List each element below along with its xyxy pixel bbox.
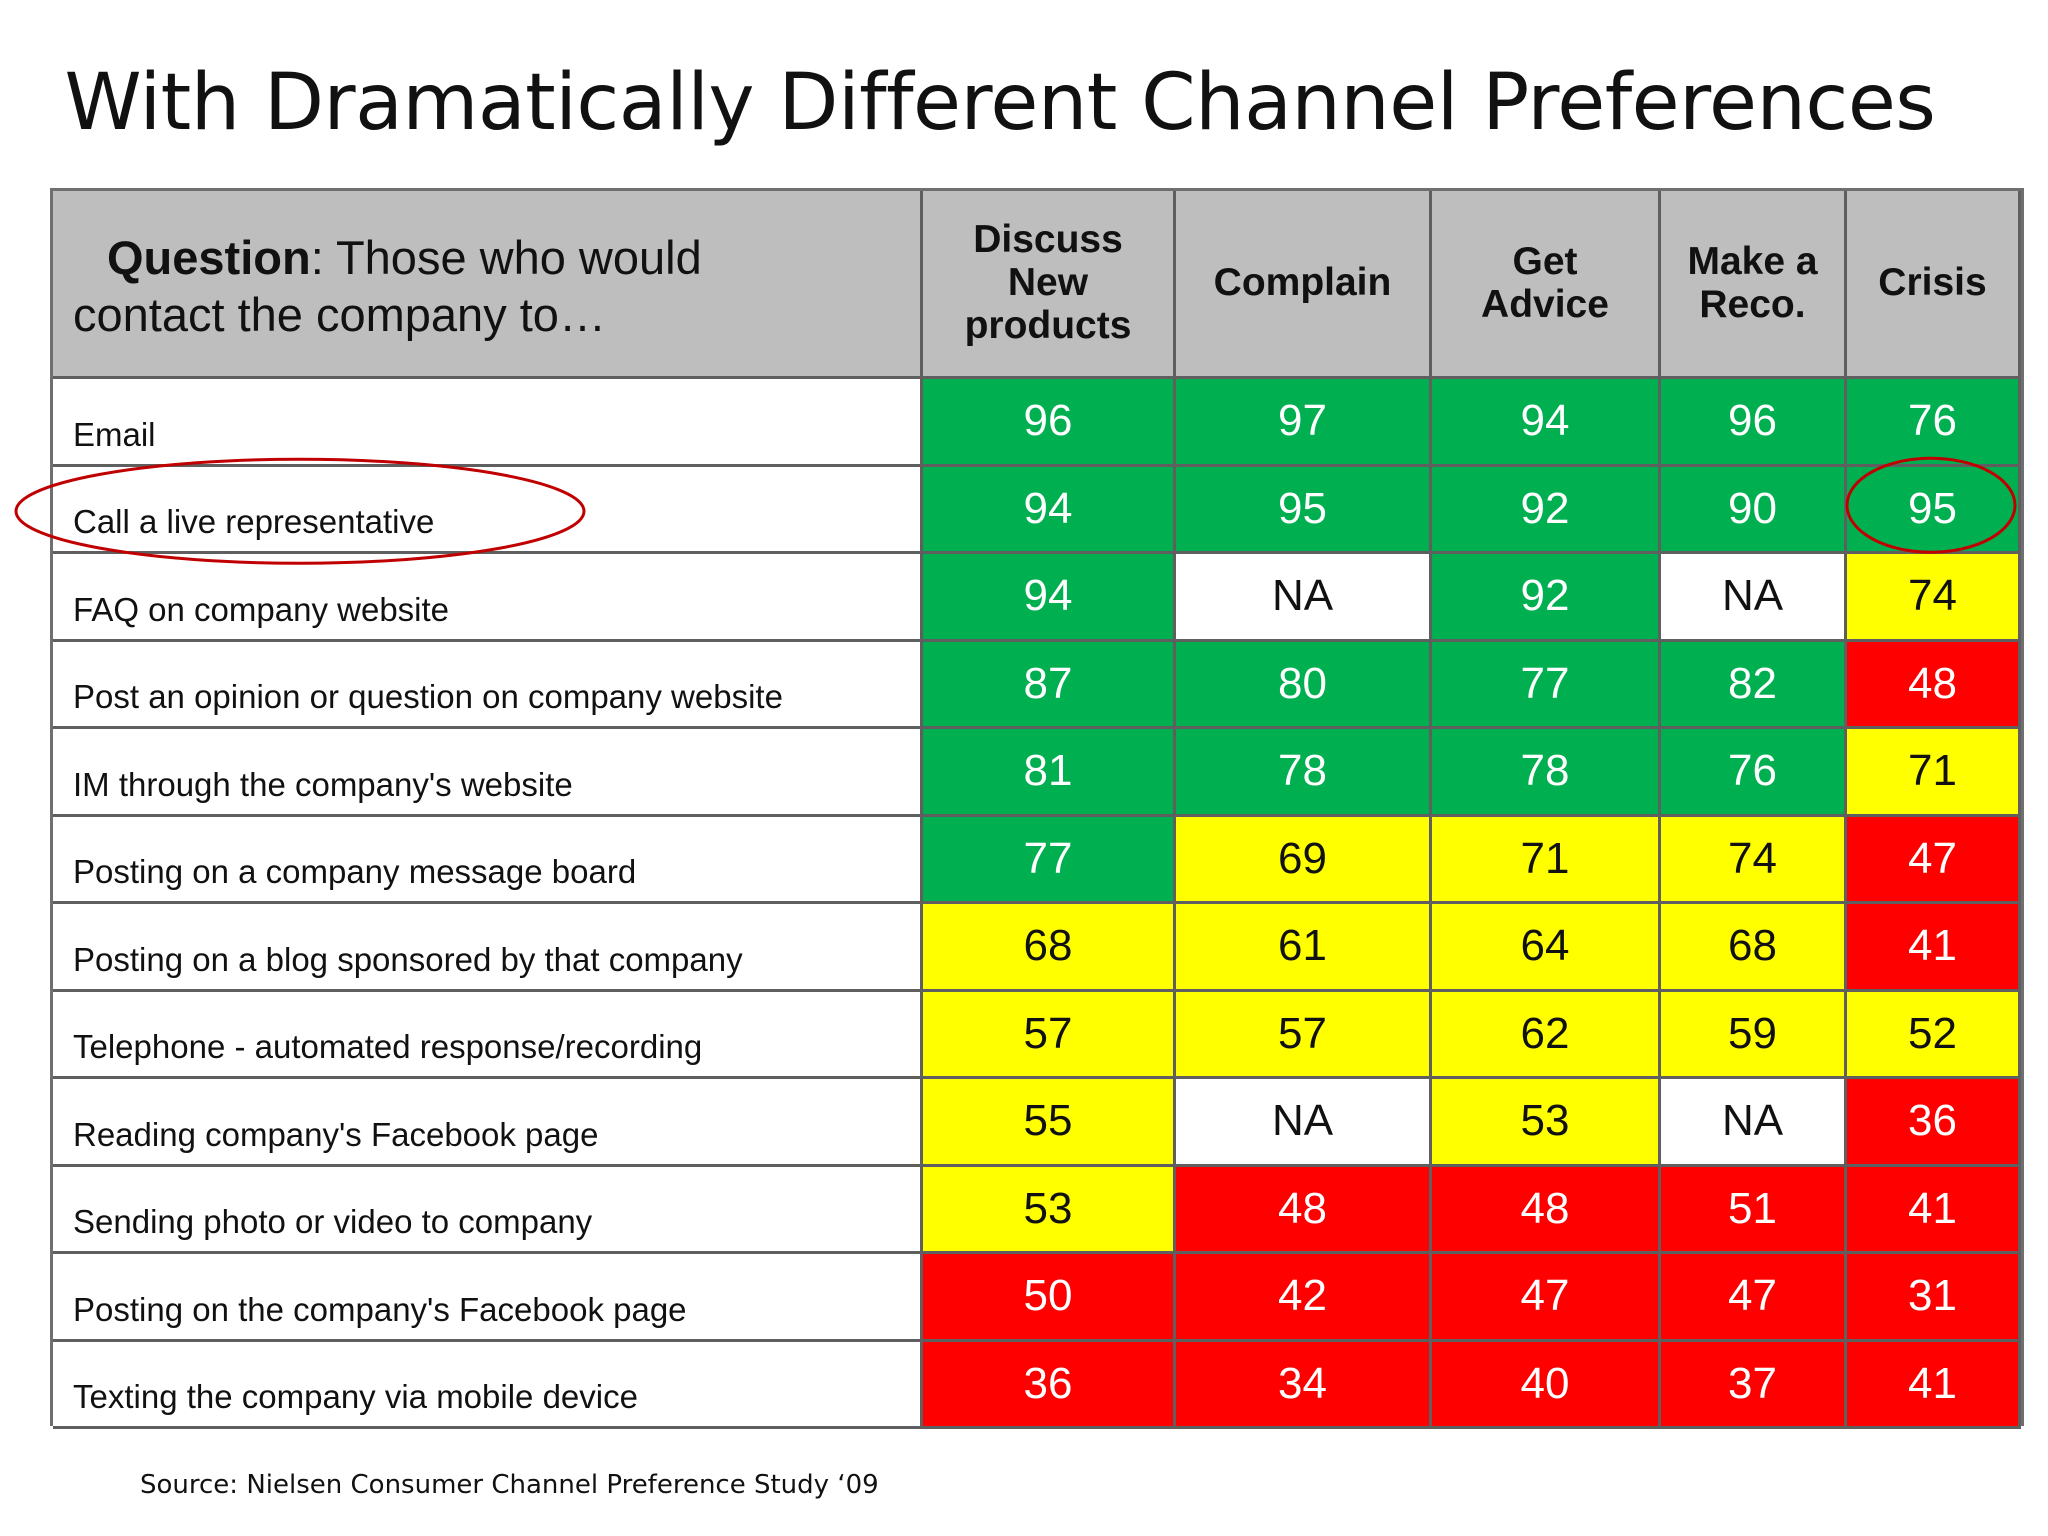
- column-header: Crisis: [1847, 191, 2021, 379]
- value-cell: 53: [923, 1166, 1176, 1254]
- question-bold: Question: [107, 231, 311, 284]
- value-cell: 95: [1176, 466, 1432, 554]
- column-header: Complain: [1176, 191, 1432, 379]
- value-cell: 78: [1176, 729, 1432, 817]
- value-cell: NA: [1176, 1079, 1432, 1167]
- value-cell: 74: [1847, 554, 2021, 642]
- value-cell: 77: [923, 816, 1176, 904]
- value-cell: 81: [923, 729, 1176, 817]
- value-cell: 96: [1661, 379, 1847, 467]
- column-header: Get Advice: [1432, 191, 1661, 379]
- channel-preference-table: Question: Those who would contact the com…: [50, 188, 2024, 1429]
- value-cell: 90: [1661, 466, 1847, 554]
- column-header-line: Make a: [1687, 239, 1818, 283]
- slide-title: With Dramatically Different Channel Pref…: [64, 58, 1936, 148]
- row-label: Texting the company via mobile device: [53, 1341, 923, 1429]
- column-header-line: Reco.: [1699, 282, 1806, 326]
- row-label: FAQ on company website: [53, 554, 923, 642]
- value-cell: 36: [923, 1341, 1176, 1429]
- value-cell: 82: [1661, 641, 1847, 729]
- value-cell: 42: [1176, 1254, 1432, 1342]
- value-cell: 59: [1661, 991, 1847, 1079]
- column-header-line: products: [964, 303, 1132, 347]
- value-cell: 64: [1432, 904, 1661, 992]
- column-header: Discuss New products: [923, 191, 1176, 379]
- row-label: Email: [53, 379, 923, 467]
- column-header: Make a Reco.: [1661, 191, 1847, 379]
- question-header: Question: Those who would contact the com…: [53, 191, 923, 379]
- value-cell: 74: [1661, 816, 1847, 904]
- value-cell: 92: [1432, 466, 1661, 554]
- value-cell: 96: [923, 379, 1176, 467]
- column-header-line: Crisis: [1878, 261, 1987, 305]
- row-label: Telephone - automated response/recording: [53, 991, 923, 1079]
- value-cell: 51: [1661, 1166, 1847, 1254]
- question-text-line2: contact the company to…: [73, 288, 606, 342]
- value-cell: 47: [1847, 816, 2021, 904]
- value-cell: 52: [1847, 991, 2021, 1079]
- value-cell: 47: [1432, 1254, 1661, 1342]
- row-label: Posting on a company message board: [53, 816, 923, 904]
- value-cell: 71: [1432, 816, 1661, 904]
- column-header-line: Get: [1512, 239, 1578, 283]
- row-label: IM through the company's website: [53, 729, 923, 817]
- value-cell: 40: [1432, 1341, 1661, 1429]
- value-cell: NA: [1176, 554, 1432, 642]
- row-label: Posting on a blog sponsored by that comp…: [53, 904, 923, 992]
- value-cell: 41: [1847, 904, 2021, 992]
- row-label: Call a live representative: [53, 466, 923, 554]
- value-cell: 55: [923, 1079, 1176, 1167]
- column-header-line: Complain: [1213, 261, 1392, 305]
- column-header-line: Advice: [1481, 282, 1609, 326]
- value-cell: 41: [1847, 1341, 2021, 1429]
- value-cell: 36: [1847, 1079, 2021, 1167]
- value-cell: 41: [1847, 1166, 2021, 1254]
- source-note: Source: Nielsen Consumer Channel Prefere…: [140, 1470, 879, 1500]
- value-cell: 37: [1661, 1341, 1847, 1429]
- value-cell: 80: [1176, 641, 1432, 729]
- value-cell: 47: [1661, 1254, 1847, 1342]
- value-cell: 57: [1176, 991, 1432, 1079]
- value-cell: 68: [1661, 904, 1847, 992]
- value-cell: 77: [1432, 641, 1661, 729]
- row-label: Reading company's Facebook page: [53, 1079, 923, 1167]
- value-cell: 95: [1847, 466, 2021, 554]
- value-cell: 71: [1847, 729, 2021, 817]
- value-cell: 94: [923, 466, 1176, 554]
- value-cell: 48: [1432, 1166, 1661, 1254]
- value-cell: 76: [1661, 729, 1847, 817]
- value-cell: 97: [1176, 379, 1432, 467]
- value-cell: 94: [1432, 379, 1661, 467]
- question-text-line1: : Those who would: [310, 231, 702, 284]
- column-header-line: New: [1007, 261, 1089, 305]
- row-label: Posting on the company's Facebook page: [53, 1254, 923, 1342]
- value-cell: 31: [1847, 1254, 2021, 1342]
- value-cell: 34: [1176, 1341, 1432, 1429]
- value-cell: 53: [1432, 1079, 1661, 1167]
- row-label: Sending photo or video to company: [53, 1166, 923, 1254]
- value-cell: 94: [923, 554, 1176, 642]
- value-cell: 87: [923, 641, 1176, 729]
- value-cell: 78: [1432, 729, 1661, 817]
- value-cell: 50: [923, 1254, 1176, 1342]
- value-cell: 92: [1432, 554, 1661, 642]
- value-cell: 61: [1176, 904, 1432, 992]
- value-cell: NA: [1661, 1079, 1847, 1167]
- value-cell: 62: [1432, 991, 1661, 1079]
- value-cell: 48: [1176, 1166, 1432, 1254]
- value-cell: 48: [1847, 641, 2021, 729]
- value-cell: 68: [923, 904, 1176, 992]
- value-cell: NA: [1661, 554, 1847, 642]
- value-cell: 57: [923, 991, 1176, 1079]
- value-cell: 76: [1847, 379, 2021, 467]
- row-label: Post an opinion or question on company w…: [53, 641, 923, 729]
- column-header-line: Discuss: [973, 218, 1123, 262]
- value-cell: 69: [1176, 816, 1432, 904]
